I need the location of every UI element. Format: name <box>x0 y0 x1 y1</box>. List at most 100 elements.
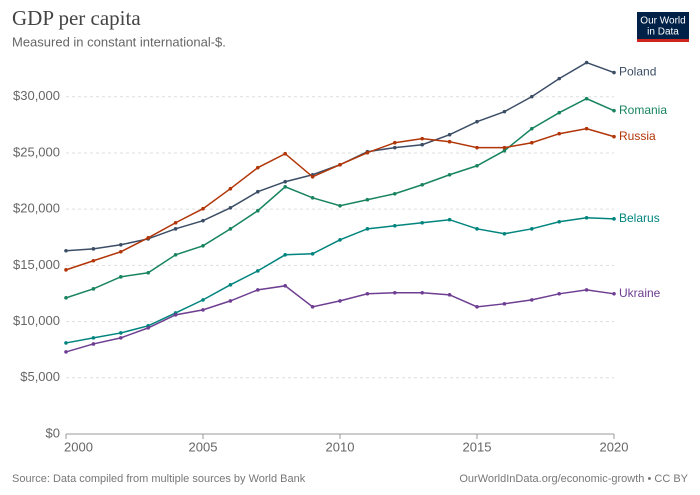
y-tick-label: $20,000 <box>13 201 60 216</box>
data-point <box>447 172 452 177</box>
data-point <box>557 219 561 224</box>
series-label: Romania <box>619 103 667 117</box>
data-point <box>612 134 616 139</box>
data-point <box>228 186 233 191</box>
series-label: Belarus <box>619 211 660 225</box>
data-point <box>612 217 616 221</box>
data-point <box>393 145 397 150</box>
logo-box <box>637 12 689 42</box>
series-line <box>65 285 615 353</box>
logo: Our World in Data <box>637 12 689 42</box>
chart-subtitle: Measured in constant international-$. <box>12 34 226 49</box>
logo-bar <box>637 39 689 42</box>
data-point <box>584 60 589 65</box>
data-point <box>502 302 507 306</box>
data-point <box>64 248 68 253</box>
y-tick-label: $0 <box>46 425 60 440</box>
data-point <box>338 162 342 167</box>
data-point <box>228 206 233 210</box>
data-point <box>64 350 68 354</box>
data-point <box>530 126 534 131</box>
data-point <box>393 223 397 228</box>
data-point <box>365 292 370 296</box>
data-point <box>146 326 150 330</box>
data-point <box>283 252 288 257</box>
data-point <box>146 270 150 275</box>
x-tick-label: 2010 <box>326 439 355 454</box>
data-point <box>91 342 96 346</box>
data-point <box>584 126 589 131</box>
data-point <box>64 341 68 345</box>
data-point <box>119 331 123 335</box>
data-point <box>475 119 479 124</box>
data-point <box>283 284 288 288</box>
data-point <box>173 313 178 317</box>
credit: OurWorldInData.org/economic-growth • CC … <box>459 473 688 485</box>
data-point <box>255 269 260 273</box>
x-tick-label: 2000 <box>64 439 93 454</box>
data-point <box>173 227 178 231</box>
data-point <box>310 195 315 200</box>
data-point <box>447 293 452 297</box>
series-line <box>65 61 615 252</box>
data-point <box>283 151 288 156</box>
data-point <box>447 132 452 137</box>
logo-text: in Data <box>647 27 679 38</box>
data-point <box>393 191 397 196</box>
data-point <box>365 227 370 231</box>
data-point <box>310 305 315 309</box>
data-point <box>420 136 425 141</box>
data-point <box>228 283 233 287</box>
series-label: Russia <box>619 129 656 143</box>
data-point <box>310 174 315 179</box>
data-point <box>201 244 205 248</box>
logo-text: Our World <box>640 16 685 27</box>
data-point <box>502 231 507 236</box>
data-point <box>612 108 616 113</box>
data-point <box>255 288 260 292</box>
data-point <box>393 290 397 295</box>
data-point <box>475 305 479 309</box>
data-point <box>557 292 561 296</box>
x-tick-label: 2005 <box>189 439 218 454</box>
data-point <box>146 236 150 240</box>
data-point <box>91 336 96 340</box>
data-point <box>201 206 205 211</box>
data-point <box>365 150 370 155</box>
y-tick-label: $30,000 <box>13 88 60 103</box>
data-point <box>447 217 452 222</box>
data-point <box>584 96 589 101</box>
data-point <box>201 308 205 312</box>
series-label: Poland <box>619 65 656 79</box>
data-point <box>447 139 452 144</box>
data-point <box>557 76 561 81</box>
y-tick-label: $15,000 <box>13 257 60 272</box>
data-point <box>119 242 123 247</box>
data-point <box>475 227 479 231</box>
data-point <box>420 220 425 225</box>
data-point <box>201 298 205 302</box>
y-tick-label: $10,000 <box>13 313 60 328</box>
data-point <box>612 292 616 296</box>
data-point <box>119 336 123 340</box>
y-tick-label: $5,000 <box>20 369 60 384</box>
data-point <box>119 249 123 254</box>
data-point <box>64 268 68 272</box>
series-label: Ukraine <box>619 286 661 300</box>
data-point <box>475 163 479 168</box>
data-point <box>530 298 534 302</box>
data-point <box>530 94 534 99</box>
data-point <box>228 227 233 231</box>
x-tick-label: 2015 <box>463 439 492 454</box>
data-point <box>255 208 260 213</box>
data-point <box>393 140 397 145</box>
y-tick-label: $25,000 <box>13 144 60 159</box>
data-point <box>475 145 479 150</box>
data-point <box>584 216 589 220</box>
data-point <box>228 299 233 303</box>
data-point <box>310 251 315 256</box>
data-point <box>173 220 178 225</box>
data-point <box>91 247 96 251</box>
